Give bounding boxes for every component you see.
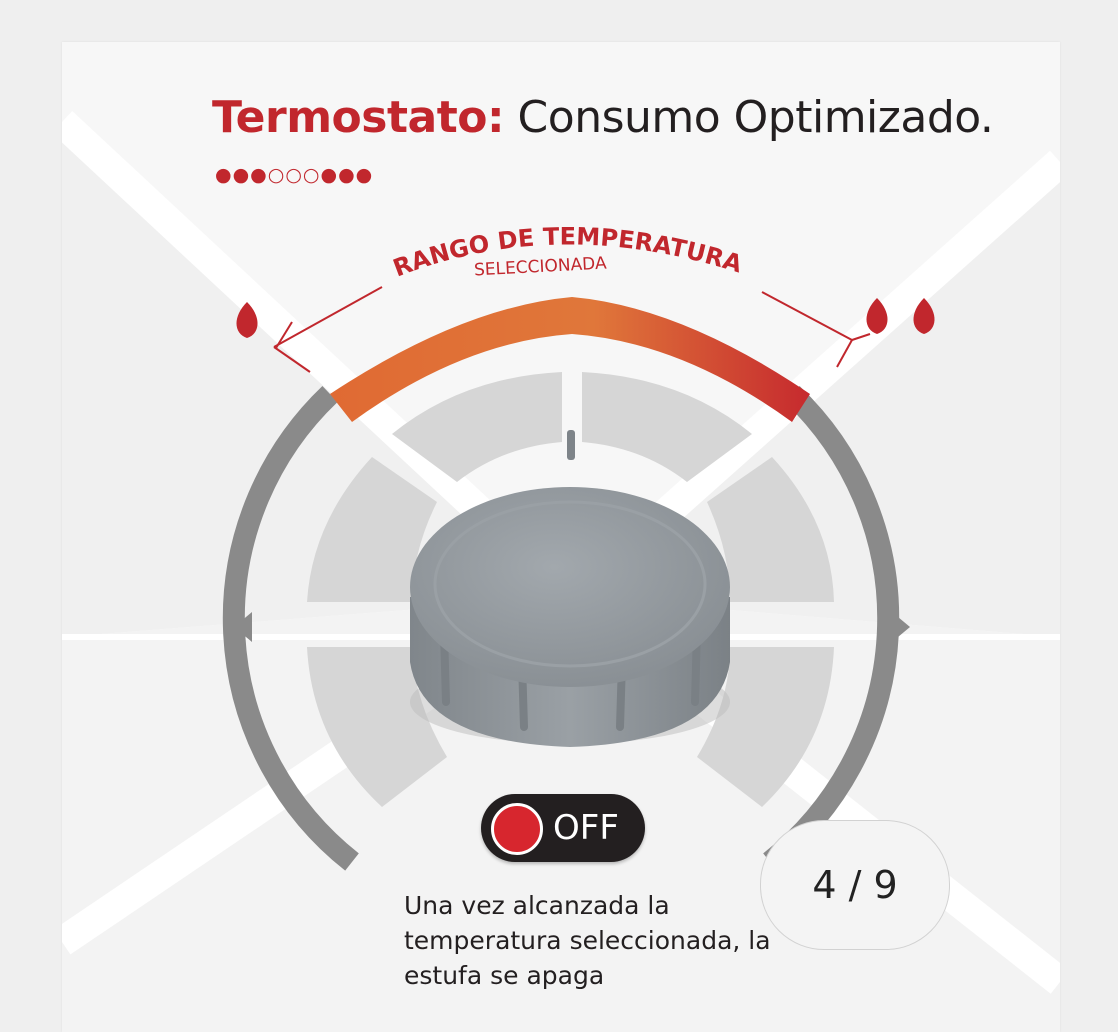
dial-ring-left <box>222 386 359 871</box>
slide-dots: ●●●○○○●●● <box>215 164 373 186</box>
page-title: Termostato: Consumo Optimizado. <box>212 92 994 143</box>
selected-range-arc <box>330 297 810 422</box>
off-dot-icon <box>491 803 543 855</box>
low-flame-icon <box>236 302 258 338</box>
pager-filled-start: ●●● <box>215 164 268 186</box>
thermostat-knob <box>410 430 730 747</box>
off-indicator: OFF <box>481 794 645 862</box>
pager-empty: ○○○ <box>267 164 321 186</box>
off-label: OFF <box>553 808 619 848</box>
range-bracket <box>273 286 871 373</box>
slide-counter[interactable]: 4 / 9 <box>760 820 950 950</box>
title-accent: Termostato: <box>212 92 505 143</box>
thermostat-illustration: RANGO DE TEMPERATURA <box>62 42 1060 1032</box>
dial-ring-right <box>763 386 900 871</box>
slide-card: RANGO DE TEMPERATURA Termostato: Con <box>62 42 1060 1032</box>
pager-filled-end: ●●● <box>320 164 374 186</box>
double-flame-icon <box>866 298 935 334</box>
title-rest: Consumo Optimizado. <box>504 92 994 143</box>
dial-segments <box>307 372 834 807</box>
caption-text: Una vez alcanzada la temperatura selecci… <box>404 891 771 990</box>
